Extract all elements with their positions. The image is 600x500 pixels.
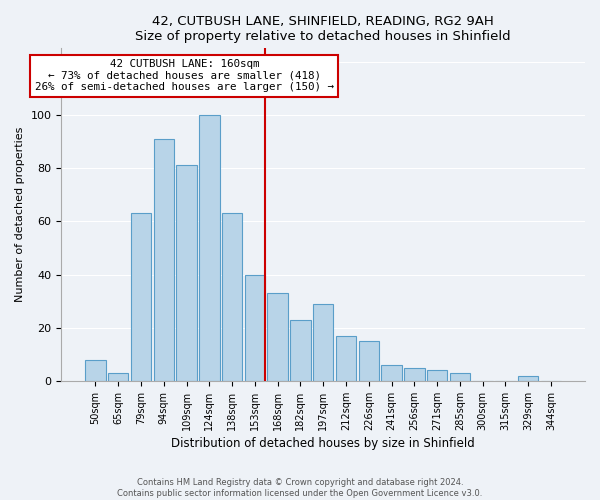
Bar: [518, 376, 538, 381]
Bar: [131, 214, 151, 381]
Bar: [268, 293, 288, 381]
Bar: [427, 370, 448, 381]
Bar: [199, 115, 220, 381]
Bar: [359, 341, 379, 381]
Y-axis label: Number of detached properties: Number of detached properties: [15, 127, 25, 302]
Bar: [336, 336, 356, 381]
Bar: [290, 320, 311, 381]
Text: 42 CUTBUSH LANE: 160sqm
← 73% of detached houses are smaller (418)
26% of semi-d: 42 CUTBUSH LANE: 160sqm ← 73% of detache…: [35, 59, 334, 92]
Bar: [313, 304, 334, 381]
Bar: [176, 166, 197, 381]
Bar: [108, 373, 128, 381]
Bar: [245, 274, 265, 381]
Bar: [404, 368, 425, 381]
Bar: [449, 373, 470, 381]
Bar: [154, 139, 174, 381]
Bar: [85, 360, 106, 381]
X-axis label: Distribution of detached houses by size in Shinfield: Distribution of detached houses by size …: [172, 437, 475, 450]
Bar: [381, 365, 402, 381]
Text: Contains HM Land Registry data © Crown copyright and database right 2024.
Contai: Contains HM Land Registry data © Crown c…: [118, 478, 482, 498]
Bar: [222, 214, 242, 381]
Title: 42, CUTBUSH LANE, SHINFIELD, READING, RG2 9AH
Size of property relative to detac: 42, CUTBUSH LANE, SHINFIELD, READING, RG…: [136, 15, 511, 43]
